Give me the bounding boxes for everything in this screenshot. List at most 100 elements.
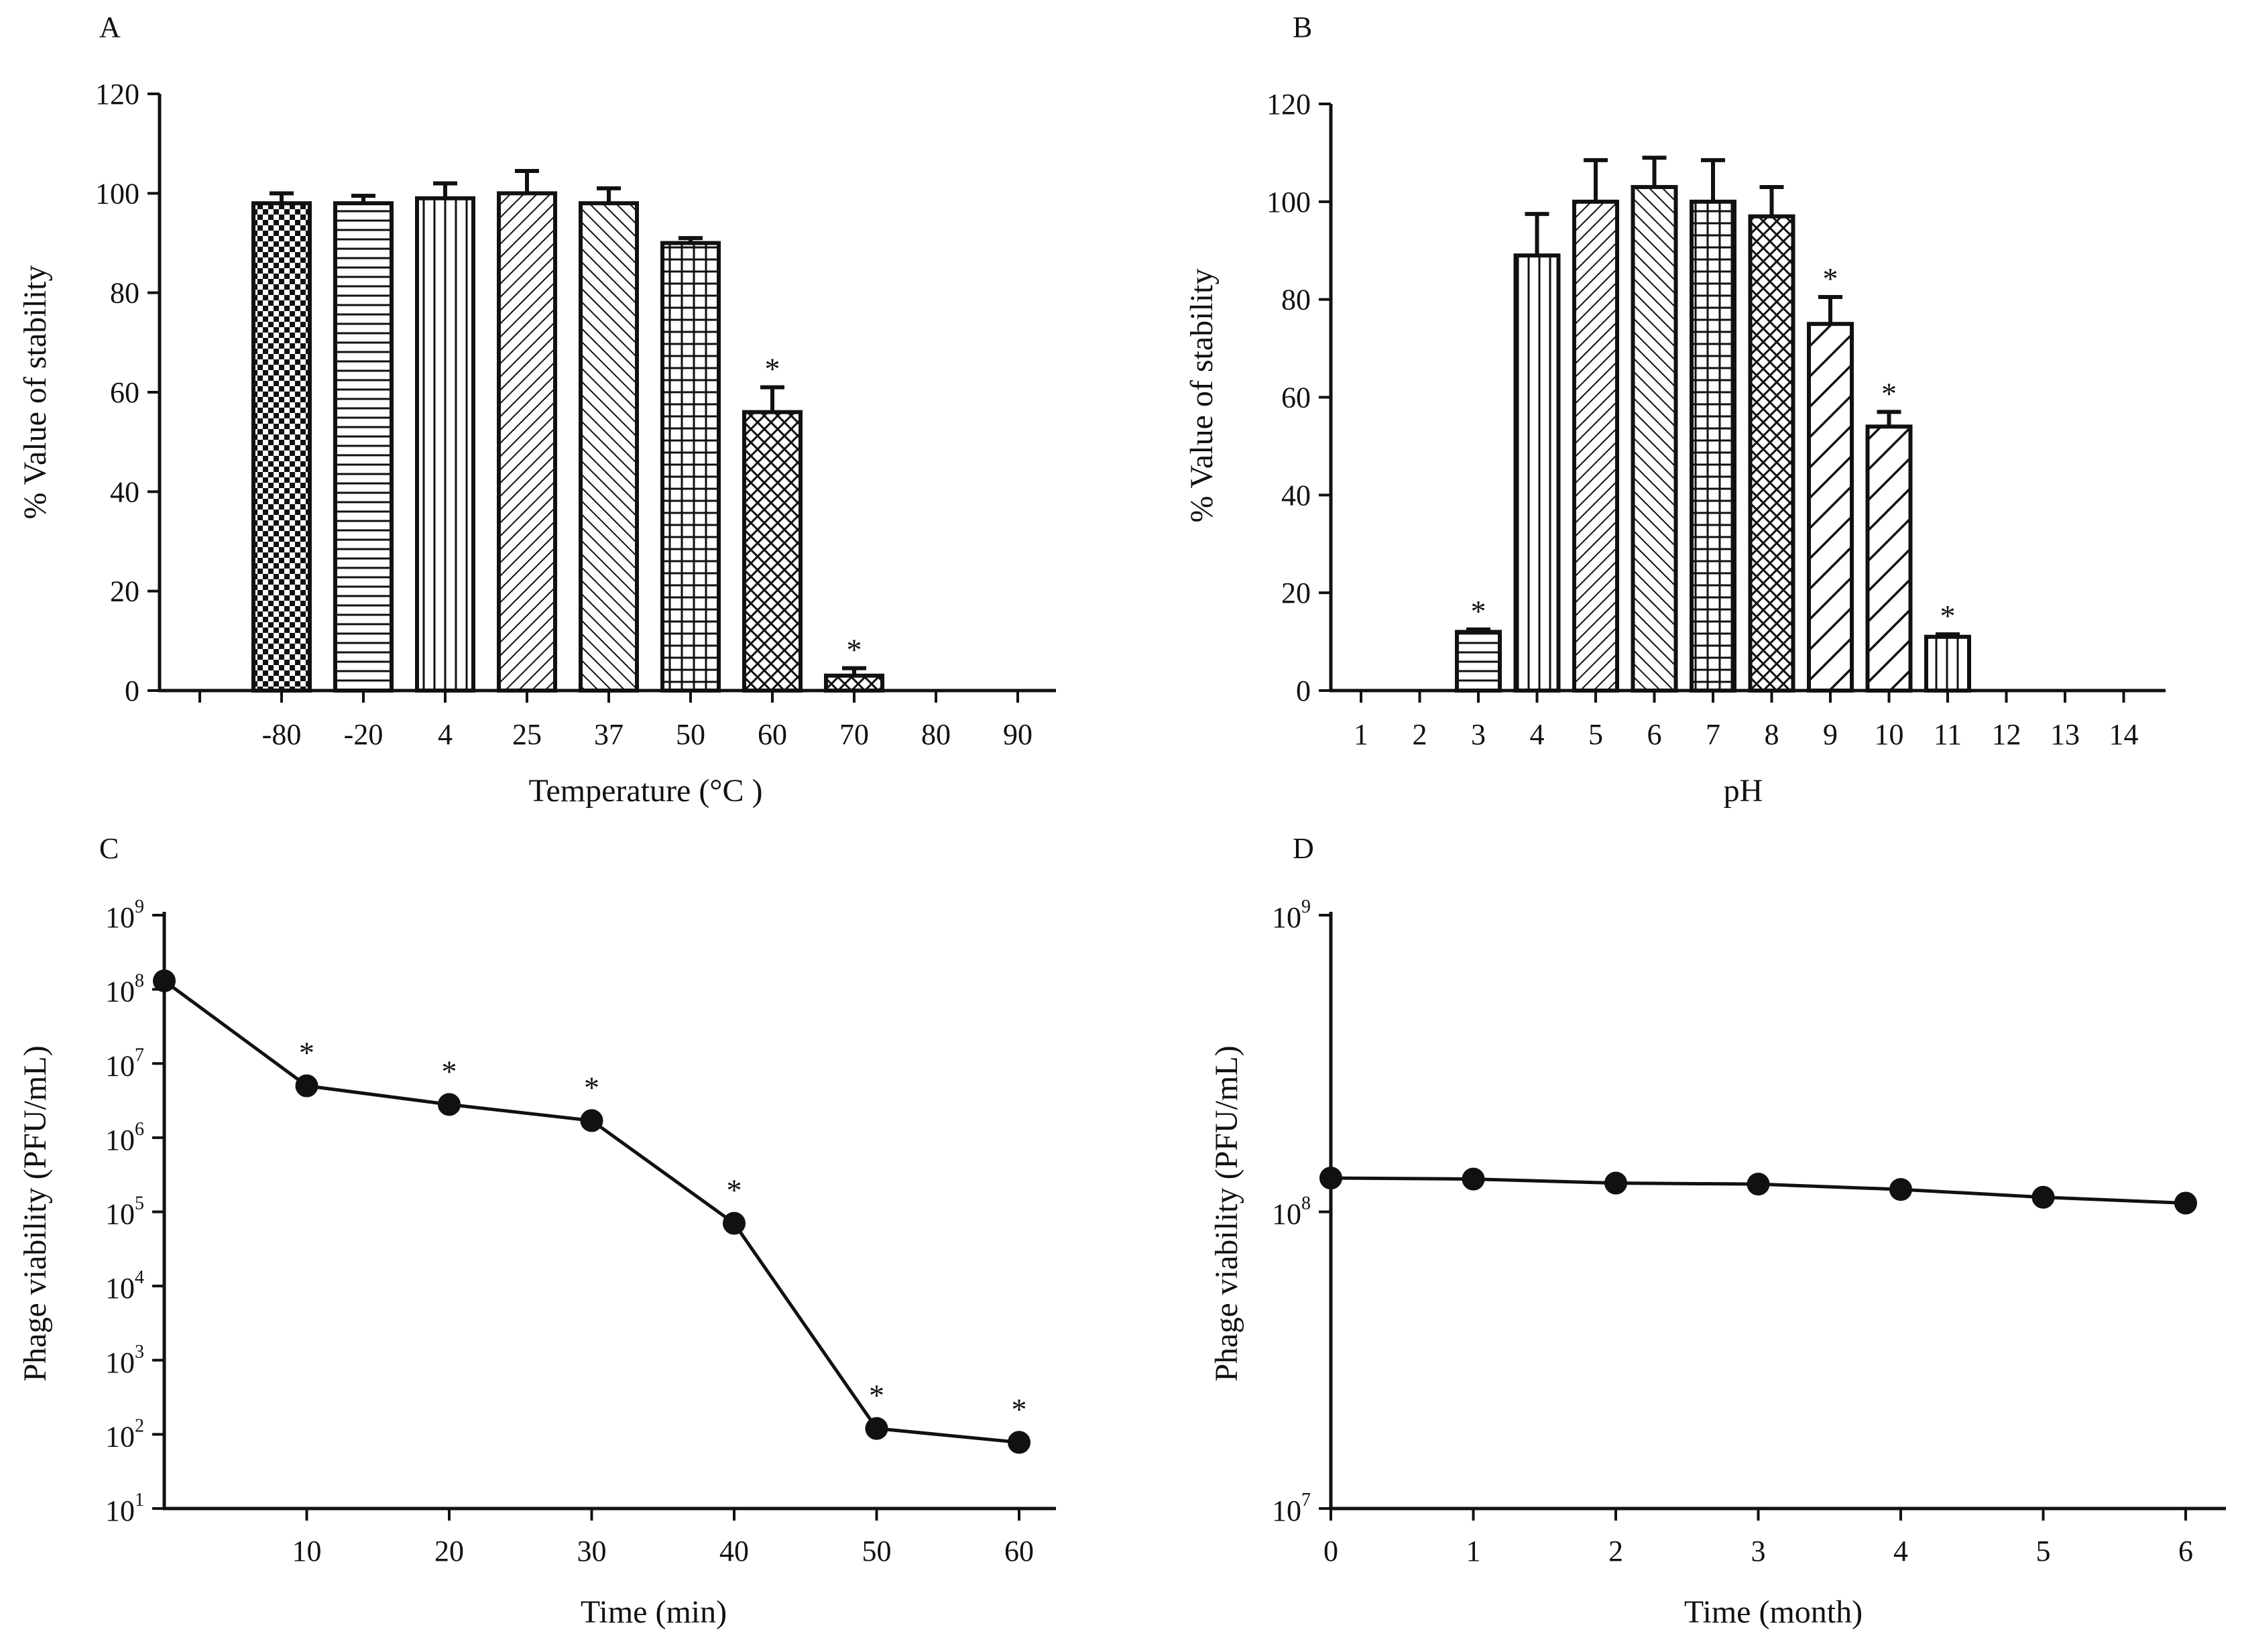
panel-b-y-tick-label: 20 xyxy=(1281,577,1311,609)
panel-b-x-tick-label: 9 xyxy=(1823,718,1838,751)
panel-b-x-ticks: 1 2 3 4 5 6 7 8 9 10 11 12 13 14 xyxy=(1354,691,2139,751)
panel-d-y-ticks: 107 108 109 xyxy=(1272,896,1331,1527)
panel-c-y-tick-label: 104 xyxy=(105,1267,144,1305)
panel-a-x-tick-label: 80 xyxy=(921,718,951,751)
panel-c-data-point xyxy=(438,1093,461,1116)
panel-d-time-viability-month: D 107 108 109 0 1 2 3 4 5 6 Time (month) Phage v… xyxy=(1209,832,2226,1630)
panel-a-y-tick-label: 20 xyxy=(110,575,139,608)
panel-b-y-tick-label: 0 xyxy=(1296,674,1311,707)
panel-c-data-point xyxy=(1008,1431,1030,1454)
panel-c-significance-star: * xyxy=(442,1054,457,1088)
panel-b-bars: * * * * xyxy=(1455,156,1971,693)
panel-letter-d: D xyxy=(1293,832,1314,865)
panel-c-x-tick-label: 50 xyxy=(862,1535,892,1568)
panel-a-x-tick-label: -20 xyxy=(344,718,384,751)
panel-c-y-tick-label: 102 xyxy=(105,1415,144,1453)
panel-b-significance-star: * xyxy=(1881,376,1897,410)
panel-a-x-tick-label: 37 xyxy=(594,718,624,751)
panel-b-y-tick-label: 100 xyxy=(1266,186,1311,219)
panel-b-bar-8 xyxy=(1748,214,1795,693)
panel-c-y-tick-label: 108 xyxy=(105,971,144,1008)
panel-b-x-tick-label: 11 xyxy=(1934,718,1962,751)
panel-a-significance-star: * xyxy=(765,352,780,386)
panel-c-x-tick-label: 20 xyxy=(434,1535,464,1568)
panel-b-significance-star: * xyxy=(1940,599,1956,633)
panel-c-significance-star: * xyxy=(299,1036,314,1070)
panel-a-y-tick-label: 100 xyxy=(95,177,139,210)
panel-a-bars: ** xyxy=(251,168,884,693)
panel-c-y-tick-label: 109 xyxy=(105,896,144,934)
panel-c-x-tick-label: 10 xyxy=(292,1535,322,1568)
panel-d-data-point xyxy=(1889,1178,1912,1201)
panel-c-data-point xyxy=(153,969,176,993)
panel-b-x-tick-label: 1 xyxy=(1354,718,1368,751)
panel-a-y-tick-label: 120 xyxy=(95,78,139,111)
panel-a-x-tick-label: 4 xyxy=(438,718,453,751)
panel-b-x-tick-label: 2 xyxy=(1413,718,1427,751)
panel-c-significance-star: * xyxy=(1012,1392,1027,1426)
panel-b-x-tick-label: 8 xyxy=(1765,718,1779,751)
panel-d-data-point xyxy=(1747,1173,1770,1196)
panel-c-series-line xyxy=(163,980,1020,1444)
panel-d-data-point xyxy=(2031,1185,2055,1209)
panel-b-x-tick-label: 7 xyxy=(1706,718,1720,751)
panel-a-bar--20 xyxy=(333,201,394,693)
panel-c-y-ticks: 101 102 103 104 105 106 107 108 109 xyxy=(105,896,164,1527)
panel-c-data-point xyxy=(865,1417,888,1440)
panel-d-x-tick-label: 0 xyxy=(1323,1535,1338,1568)
panel-c-y-axis-title: Phage viability (PFU/mL) xyxy=(17,1045,53,1381)
panel-b-y-tick-label: 120 xyxy=(1266,88,1311,121)
panel-b-y-tick-label: 60 xyxy=(1281,381,1311,414)
panel-b-x-tick-label: 5 xyxy=(1588,718,1603,751)
panel-b-bar-11 xyxy=(1924,634,1971,693)
panel-letter-b: B xyxy=(1293,11,1312,44)
panel-a-bar--80 xyxy=(251,201,312,693)
panel-d-y-tick-label: 107 xyxy=(1272,1490,1311,1527)
panel-c-x-tick-label: 40 xyxy=(719,1535,749,1568)
panel-b-x-tick-label: 4 xyxy=(1530,718,1545,751)
panel-a-y-tick-label: 80 xyxy=(110,277,139,310)
panel-b-significance-star: * xyxy=(1471,594,1486,628)
panel-d-x-tick-label: 2 xyxy=(1608,1535,1623,1568)
panel-a-bar-4 xyxy=(415,196,475,693)
panel-a-bar-70 xyxy=(824,673,884,693)
panel-b-x-tick-label: 3 xyxy=(1471,718,1486,751)
panel-letter-c: C xyxy=(99,832,119,865)
panel-a-bar-37 xyxy=(579,201,639,693)
panel-d-y-tick-label: 109 xyxy=(1272,896,1311,934)
panel-b-x-tick-label: 14 xyxy=(2109,718,2139,751)
panel-b-x-tick-label: 12 xyxy=(1992,718,2021,751)
panel-c-significance-star: * xyxy=(727,1173,742,1207)
panel-d-x-tick-label: 3 xyxy=(1751,1535,1766,1568)
panel-a-y-axis-title: % Value of stability xyxy=(17,265,53,519)
panel-d-series xyxy=(1319,1167,2197,1215)
panel-b-significance-star: * xyxy=(1823,261,1838,296)
panel-d-data-point xyxy=(1462,1167,1485,1191)
panel-letter-a: A xyxy=(99,11,121,44)
panel-d-y-axis-title: Phage viability (PFU/mL) xyxy=(1209,1045,1244,1381)
panel-a-x-tick-label: 90 xyxy=(1003,718,1032,751)
panel-b-x-tick-label: 13 xyxy=(2050,718,2080,751)
panel-c-y-tick-label: 106 xyxy=(105,1119,144,1157)
panel-d-x-ticks: 0 1 2 3 4 5 6 xyxy=(1323,1509,2193,1568)
panel-a-y-tick-label: 0 xyxy=(125,674,139,707)
panel-a-bar-50 xyxy=(660,241,721,693)
panel-b-y-axis-title: % Value of stability xyxy=(1184,268,1220,522)
panel-a-y-ticks: 0 20 40 60 80 100 120 xyxy=(95,78,160,707)
panel-c-x-ticks: 10 20 30 40 50 60 xyxy=(292,1509,1034,1568)
panel-a-x-ticks: -80 -20 4 25 37 50 60 70 80 90 xyxy=(198,691,1032,751)
panel-a-x-tick-label: 25 xyxy=(512,718,542,751)
panel-d-x-tick-label: 4 xyxy=(1893,1535,1908,1568)
panel-c-data-point xyxy=(295,1074,318,1098)
panel-a-x-tick-label: 60 xyxy=(758,718,787,751)
panel-b-y-ticks: 0 20 40 60 80 100 120 xyxy=(1266,88,1331,707)
panel-c-significance-star: * xyxy=(869,1378,884,1413)
panel-b-x-tick-label: 10 xyxy=(1875,718,1904,751)
panel-d-x-tick-label: 6 xyxy=(2178,1535,2193,1568)
panel-a-x-tick-label: -80 xyxy=(262,718,302,751)
panel-b-x-tick-label: 6 xyxy=(1647,718,1662,751)
panel-c-x-tick-label: 30 xyxy=(577,1535,607,1568)
